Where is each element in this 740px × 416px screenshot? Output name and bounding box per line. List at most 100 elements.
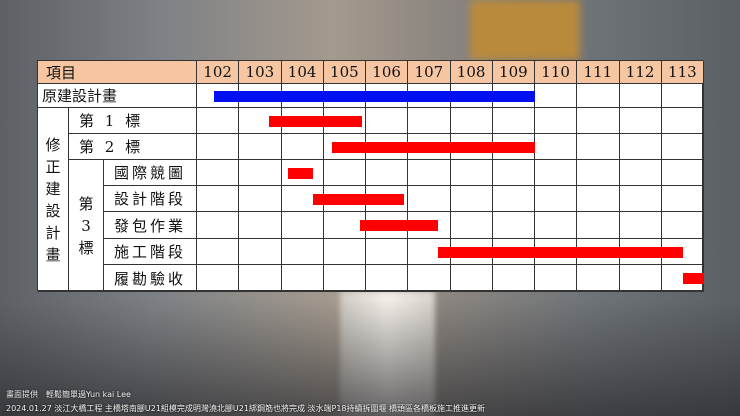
year-header-102: 102 xyxy=(197,61,240,84)
grid-cell xyxy=(323,108,366,134)
background-ground xyxy=(0,300,740,416)
year-header-111: 111 xyxy=(577,61,620,84)
grid-cell xyxy=(197,265,240,292)
grid-cell xyxy=(619,84,662,108)
grid-cell xyxy=(577,186,620,212)
grid-cell xyxy=(577,265,620,292)
year-header-112: 112 xyxy=(619,61,662,84)
grid-cell xyxy=(619,108,662,134)
year-header-107: 107 xyxy=(408,61,451,84)
task-label: 發包作業 xyxy=(104,212,197,239)
task-label: 履勘驗收 xyxy=(104,265,197,292)
grid-cell xyxy=(323,265,366,292)
header-label: 項目 xyxy=(38,61,197,84)
bar-task-6 xyxy=(682,273,704,284)
grid-cell xyxy=(535,160,578,186)
grid-cell xyxy=(450,265,493,292)
grid-cell xyxy=(535,134,578,160)
revised-group-char: 建 xyxy=(45,179,61,198)
grid-cell xyxy=(281,239,324,265)
year-header-113: 113 xyxy=(661,61,704,84)
grid-cell xyxy=(535,186,578,212)
lot3-char: 3 xyxy=(81,216,91,235)
grid-cell xyxy=(492,160,535,186)
grid-cell xyxy=(577,84,620,108)
year-header-108: 108 xyxy=(450,61,493,84)
grid-cell xyxy=(366,239,409,265)
grid-cell xyxy=(239,212,282,239)
lot3-char: 標 xyxy=(78,238,94,257)
grid-cell xyxy=(661,84,704,108)
grid-cell xyxy=(281,265,324,292)
grid-cell xyxy=(535,108,578,134)
grid-cell xyxy=(661,212,704,239)
grid-cell xyxy=(619,186,662,212)
background-tower xyxy=(470,0,580,60)
grid-cell xyxy=(408,108,451,134)
grid-cell xyxy=(366,265,409,292)
grid-cell xyxy=(323,239,366,265)
grid-cell xyxy=(577,108,620,134)
task-label: 第 1 標 xyxy=(69,108,197,134)
grid-cell xyxy=(492,212,535,239)
grid-cell xyxy=(197,134,240,160)
year-header-104: 104 xyxy=(281,61,324,84)
grid-cell xyxy=(577,160,620,186)
grid-cell xyxy=(239,239,282,265)
grid-cell xyxy=(450,212,493,239)
bar-task-5 xyxy=(437,246,683,258)
grid-cell xyxy=(239,134,282,160)
revised-group-label: 修正建設計畫 xyxy=(38,108,69,292)
grid-cell xyxy=(450,160,493,186)
grid-cell xyxy=(197,108,240,134)
grid-cell xyxy=(492,108,535,134)
bar-task-2 xyxy=(287,167,314,179)
grid-cell xyxy=(661,108,704,134)
lot3-label: 第 3 標 xyxy=(69,160,104,292)
grid-cell xyxy=(661,239,704,265)
grid-cell xyxy=(661,160,704,186)
grid-cell xyxy=(366,160,409,186)
grid-cell xyxy=(450,186,493,212)
year-header-110: 110 xyxy=(535,61,578,84)
year-header-105: 105 xyxy=(323,61,366,84)
grid-cell xyxy=(197,160,240,186)
lot3-char: 第 xyxy=(78,194,94,213)
year-header-106: 106 xyxy=(366,61,409,84)
grid-cell xyxy=(577,212,620,239)
grid-cell xyxy=(408,186,451,212)
grid-cell xyxy=(619,134,662,160)
grid-cell xyxy=(239,186,282,212)
revised-group-char: 畫 xyxy=(45,245,61,264)
bar-task-0 xyxy=(268,115,362,127)
grid-cell xyxy=(366,108,409,134)
revised-group-char: 計 xyxy=(45,223,61,242)
gantt-chart: 項目 102 103 104 105 106 107 108 109 110 111 112 113 原建… xyxy=(37,60,704,292)
grid-cell xyxy=(450,108,493,134)
task-label: 施工階段 xyxy=(104,239,197,265)
task-label: 國際競圖 xyxy=(104,160,197,186)
bar-task-4 xyxy=(359,220,438,231)
revised-group-char: 修 xyxy=(45,135,61,154)
grid-cell xyxy=(197,239,240,265)
grid-cell xyxy=(492,265,535,292)
grid-cell xyxy=(661,186,704,212)
grid-cell xyxy=(577,134,620,160)
grid-cell xyxy=(535,212,578,239)
grid-cell xyxy=(408,265,451,292)
grid-cell xyxy=(239,265,282,292)
news-caption: 2024.01.27 淡江大橋工程 主橋塔南腳U21組模完成明灣澆北腳U21綁鋼… xyxy=(6,404,486,413)
grid-cell xyxy=(619,212,662,239)
grid-cell xyxy=(408,160,451,186)
grid-cell xyxy=(197,186,240,212)
grid-cell xyxy=(408,212,451,239)
year-header-109: 109 xyxy=(492,61,535,84)
original-plan-label: 原建設計畫 xyxy=(38,84,197,108)
year-header-103: 103 xyxy=(239,61,282,84)
task-label: 第 2 標 xyxy=(69,134,197,160)
bar-original-plan xyxy=(213,90,535,102)
grid-cell xyxy=(619,160,662,186)
task-label: 設計階段 xyxy=(104,186,197,212)
grid-cell xyxy=(281,160,324,186)
bar-task-3 xyxy=(313,193,405,205)
